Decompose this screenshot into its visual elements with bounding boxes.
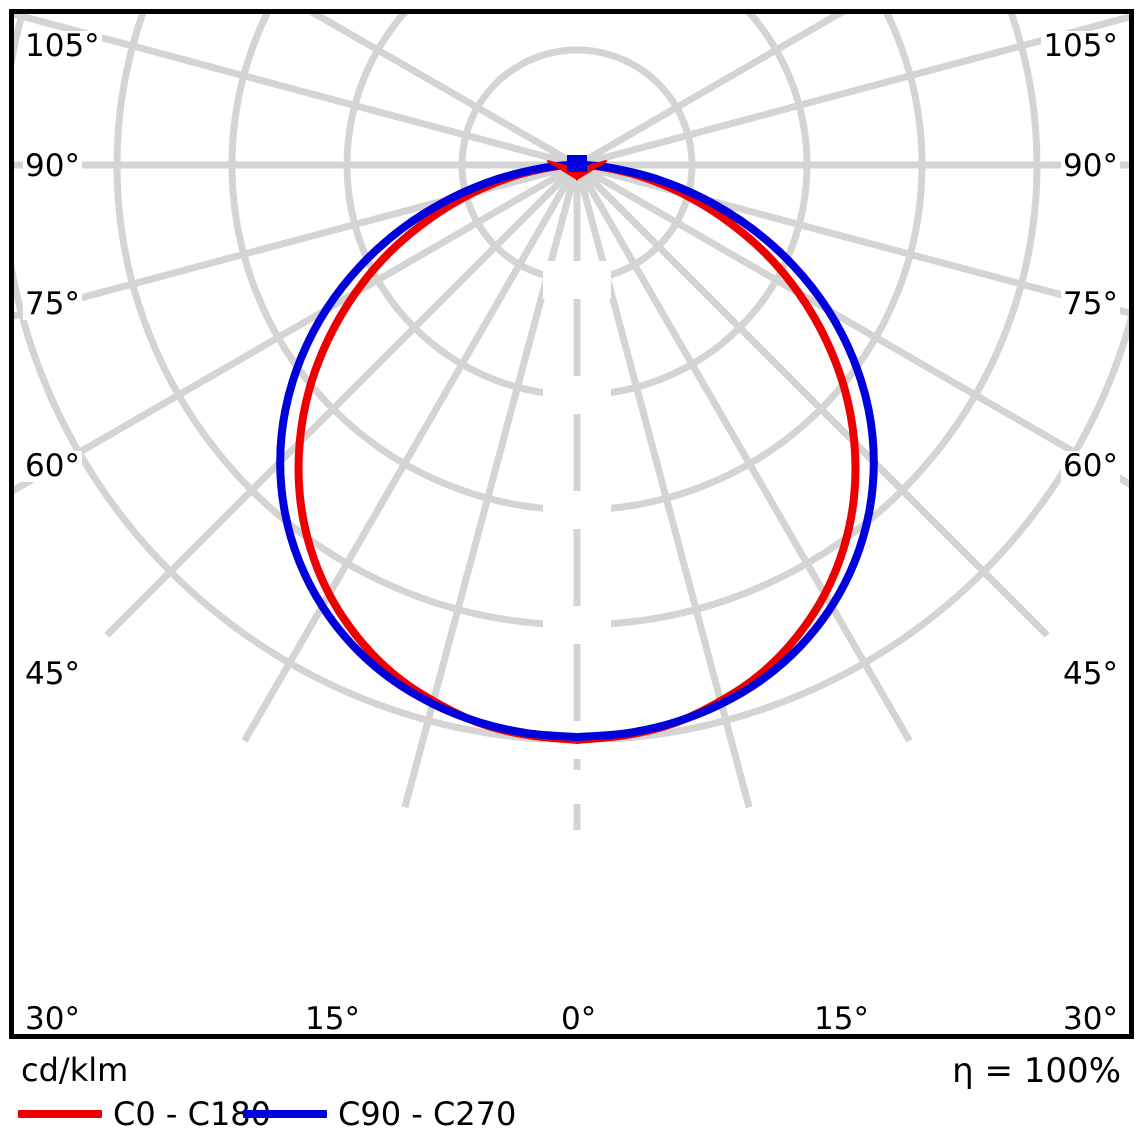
polar-grid — [14, 14, 1129, 830]
axis-label-left-30: 30° — [23, 1001, 82, 1037]
axis-label-right-45: 45° — [1061, 656, 1120, 692]
axis-label-right-30: 30° — [1061, 1001, 1120, 1037]
axis-label-right-90: 90° — [1061, 148, 1120, 184]
axis-label-right-60: 60° — [1061, 448, 1120, 484]
axis-label-left-90: 90° — [23, 148, 82, 184]
polar-curves — [276, 155, 878, 744]
polar-plot-svg — [14, 14, 1129, 830]
axis-label-right-105: 105° — [1041, 28, 1120, 64]
axis-label-left-105: 105° — [23, 28, 102, 64]
legend-label-c90-c270: C90 - C270 — [338, 1095, 517, 1133]
legend-swatch-c0-c180 — [18, 1110, 102, 1118]
legend-item-c90-c270: C90 - C270 — [243, 1097, 516, 1131]
axis-label-bottom-left-15: 15° — [303, 1001, 362, 1037]
legend-swatch-c90-c270 — [243, 1110, 327, 1118]
axis-label-left-75: 75° — [23, 286, 82, 322]
axis-label-bottom-0: 0° — [559, 1001, 599, 1037]
unit-label: cd/klm — [21, 1051, 129, 1089]
polar-plot-frame: 105° 90° 75° 60° 45° 30° 105° 90° 75° 60… — [9, 9, 1134, 1039]
chart-footer: cd/klm η = 100% C0 - C180 C90 - C270 — [0, 1039, 1143, 1143]
efficiency-label: η = 100% — [952, 1051, 1121, 1091]
axis-label-left-60: 60° — [23, 448, 82, 484]
axis-label-bottom-right-15: 15° — [812, 1001, 871, 1037]
legend-item-c0-c180: C0 - C180 — [18, 1097, 271, 1131]
axis-label-left-45: 45° — [23, 656, 82, 692]
axis-label-right-75: 75° — [1061, 286, 1120, 322]
